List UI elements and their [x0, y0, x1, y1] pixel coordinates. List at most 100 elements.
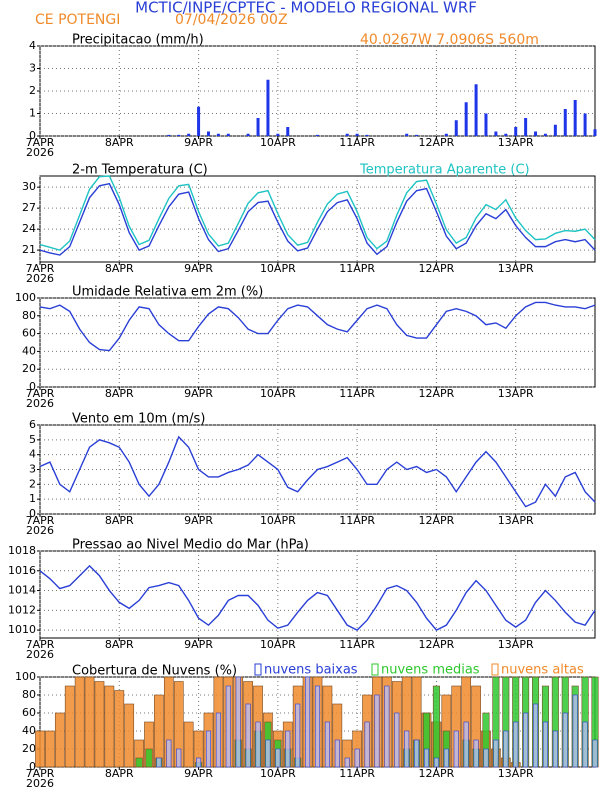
bar: [206, 131, 210, 136]
x-year-label: 2026: [26, 524, 54, 537]
cloud-bar: [295, 703, 301, 768]
cloud-bar: [94, 681, 105, 768]
x-tick-label: 13APR: [498, 262, 534, 275]
x-tick-label: 12APR: [419, 136, 455, 149]
bar: [454, 120, 458, 136]
bar: [415, 134, 419, 136]
x-year-label: 2026: [26, 146, 54, 159]
y-tick-label: 60: [22, 327, 36, 340]
x-tick-label: 10APR: [260, 767, 296, 780]
bar: [524, 118, 528, 136]
y-tick-label: 24: [22, 222, 36, 235]
legend-label: Temperatura Aparente (C): [359, 163, 530, 178]
x-year-label: 2026: [26, 272, 54, 285]
cloud-bar: [562, 712, 568, 768]
bar: [216, 133, 220, 136]
y-tick-label: 27: [22, 201, 36, 214]
cloud-bar: [572, 694, 578, 768]
x-tick-label: 10APR: [260, 514, 296, 527]
y-tick-label: 2: [29, 84, 36, 97]
cloud-bar: [154, 694, 164, 768]
cloud-bar: [523, 712, 529, 768]
bar: [563, 109, 567, 136]
cloud-bar: [354, 748, 360, 768]
cloud-bar: [84, 676, 95, 768]
x-tick-label: 12APR: [419, 262, 455, 275]
x-tick-label: 7APR: [26, 514, 55, 527]
x-tick-label: 10APR: [260, 638, 296, 651]
panel-title: Umidade Relativa em 2m (%): [72, 285, 263, 300]
y-tick-label: 1018: [8, 544, 36, 557]
cloud-bar: [183, 721, 194, 768]
cloud-bar: [473, 739, 479, 768]
cloud-bar: [483, 748, 489, 768]
cloud-bar: [463, 721, 469, 768]
plot-frame: [39, 175, 596, 263]
y-tick-label: 5: [29, 433, 36, 446]
cloud-bar: [245, 703, 251, 768]
x-tick-label: 13APR: [498, 387, 534, 400]
cloud-bar: [374, 694, 380, 768]
y-tick-label: 0: [29, 507, 36, 520]
cloud-bar: [394, 712, 400, 768]
x-tick-label: 11APR: [339, 387, 375, 400]
cloud-bar: [156, 757, 162, 768]
bar: [266, 79, 270, 136]
cloud-bar: [582, 721, 588, 768]
x-tick-label: 12APR: [419, 638, 455, 651]
cloud-bar: [64, 685, 75, 768]
cloud-bar: [104, 685, 115, 768]
cloud-bar: [384, 685, 390, 768]
x-tick-label: 8APR: [105, 136, 134, 149]
cloud-bar: [135, 757, 143, 768]
bar: [276, 133, 280, 136]
x-tick-label: 7APR: [26, 638, 55, 651]
x-tick-label: 13APR: [498, 136, 534, 149]
data-line: [39, 564, 596, 631]
x-tick-label: 9APR: [184, 262, 213, 275]
y-tick-label: 4: [29, 39, 36, 52]
bar: [286, 127, 290, 136]
data-line: [39, 301, 596, 352]
cloud-bar: [433, 757, 439, 768]
bar: [226, 133, 230, 136]
panel-title: Pressao ao Nivel Medio do Mar (hPa): [72, 538, 309, 553]
x-tick-label: 10APR: [260, 136, 296, 149]
y-tick-label: 3: [29, 463, 36, 476]
bar: [474, 84, 478, 136]
y-tick-label: 0: [29, 760, 36, 773]
cloud-bar: [145, 748, 153, 768]
cloud-bar: [443, 748, 449, 768]
cloud-bar: [35, 730, 45, 768]
cloud-bar: [235, 676, 241, 768]
x-tick-label: 13APR: [498, 767, 534, 780]
x-tick-label: 8APR: [105, 638, 134, 651]
cloud-bar: [533, 703, 539, 768]
bar: [177, 134, 181, 136]
cloud-bar: [205, 730, 212, 768]
cloud-bar: [285, 730, 291, 768]
bar: [573, 100, 577, 136]
y-tick-label: 1016: [8, 564, 36, 577]
bar: [256, 118, 260, 136]
bar: [316, 134, 319, 136]
x-tick-label: 11APR: [339, 262, 375, 275]
cloud-bar: [344, 757, 350, 768]
bar: [355, 133, 359, 136]
bar: [494, 131, 498, 136]
x-tick-label: 13APR: [498, 514, 534, 527]
x-tick-label: 8APR: [105, 767, 134, 780]
x-tick-label: 9APR: [184, 767, 213, 780]
plot-frame: [39, 297, 596, 388]
cloud-bar: [54, 712, 65, 768]
cloud-bar: [176, 748, 182, 768]
panel-title: Precipitacao (mm/h): [72, 33, 204, 48]
cloud-bar: [364, 721, 370, 768]
plot-frame: [39, 45, 596, 137]
bar: [593, 129, 597, 136]
data-line: [39, 435, 596, 508]
cloud-bar: [74, 676, 85, 768]
cloud-bar: [324, 721, 330, 768]
cloud-bar: [114, 690, 125, 768]
